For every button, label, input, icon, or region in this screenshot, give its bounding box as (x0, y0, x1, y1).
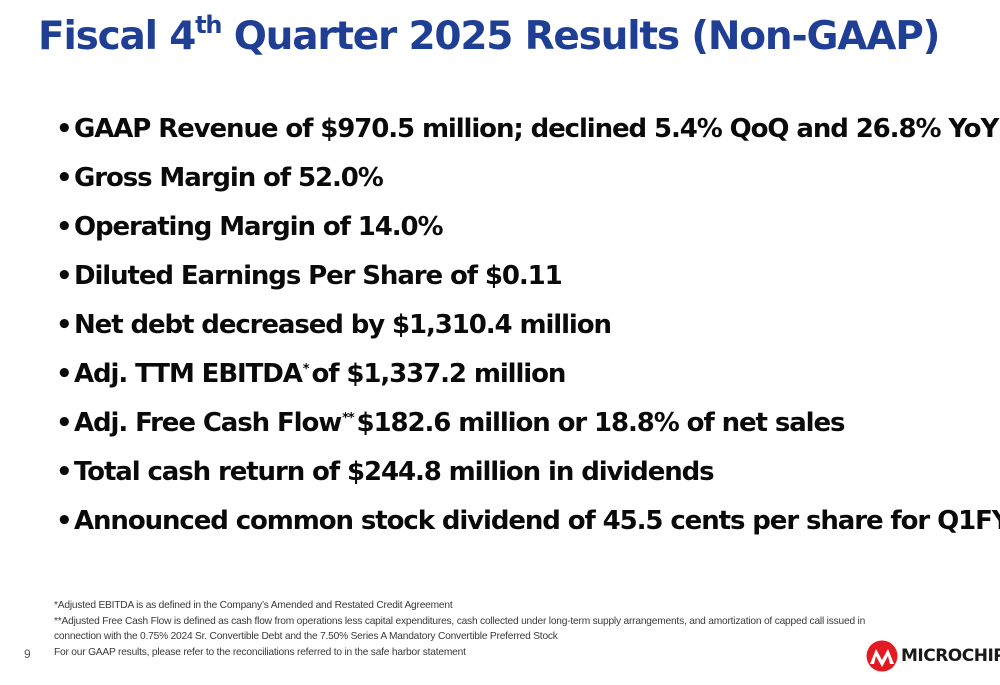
footnote-ebitda: *Adjusted EBITDA is as defined in the Co… (54, 600, 453, 611)
bullet-revenue: • GAAP Revenue of $970.5 million; decline… (56, 113, 999, 144)
footnote-free-cash-flow: **Adjusted Free Cash Flow is defined as … (54, 615, 866, 627)
results-bullet-list: • GAAP Revenue of $970.5 million; decline… (56, 104, 1000, 545)
bullet-free-cash-flow: • Adj. Free Cash Flow ** $182.6 million or … (56, 407, 845, 438)
bullet-ebitda: • Adj. TTM EBITDA * of $1,337.2 million (56, 358, 566, 389)
bullet-dividend: • Announced common stock dividend of 45.5… (56, 505, 1000, 536)
footnotes: *Adjusted EBITDA is as defined in the Co… (54, 598, 865, 660)
bullet-operating-margin: • Operating Margin of 14.0% (56, 211, 444, 242)
logo-wordmark: MICROCHIP (901, 646, 1000, 666)
bullet-eps: • Diluted Earnings Per Share of $0.11 (56, 260, 563, 291)
bullet-gross-margin: • Gross Margin of 52.0% (56, 162, 384, 193)
slide-title: Fiscal 4th Quarter 2025 Results (Non-GAA… (38, 11, 940, 59)
footnote-free-cash-flow-cont: connection with the 0.75% 2024 Sr. Conve… (54, 631, 558, 642)
bullet-net-debt: • Net debt decreased by $1,310.4 million (56, 309, 612, 340)
microchip-logo: MICROCHIP (866, 640, 1000, 672)
footnote-gaap: For our GAAP results, please refer to th… (54, 646, 466, 658)
page-number: 9 (24, 647, 31, 661)
microchip-logo-icon (866, 640, 898, 672)
bullet-cash-return: • Total cash return of $244.8 million in … (56, 456, 715, 487)
